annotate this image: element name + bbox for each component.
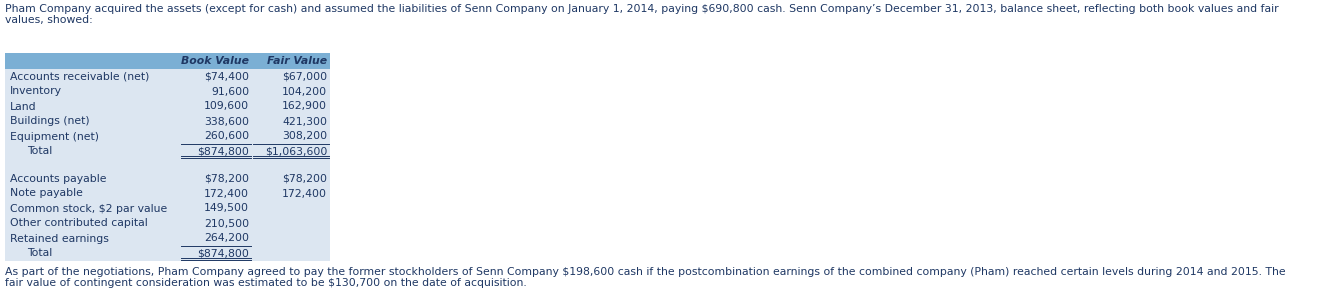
Text: Total: Total bbox=[27, 249, 52, 258]
Bar bbox=[5, 159, 330, 171]
Text: 109,600: 109,600 bbox=[204, 102, 250, 111]
Text: 172,400: 172,400 bbox=[282, 188, 327, 198]
Text: 91,600: 91,600 bbox=[211, 87, 250, 96]
Text: $67,000: $67,000 bbox=[282, 71, 327, 82]
Bar bbox=[5, 144, 330, 159]
Bar bbox=[5, 231, 330, 246]
Bar bbox=[5, 201, 330, 216]
Text: 172,400: 172,400 bbox=[204, 188, 250, 198]
Text: Accounts payable: Accounts payable bbox=[9, 173, 107, 184]
Bar bbox=[5, 129, 330, 144]
Text: 210,500: 210,500 bbox=[204, 218, 250, 229]
Text: $874,800: $874,800 bbox=[198, 147, 250, 156]
Text: 421,300: 421,300 bbox=[282, 116, 327, 127]
Text: 338,600: 338,600 bbox=[204, 116, 250, 127]
Text: values, showed:: values, showed: bbox=[5, 15, 92, 25]
Text: Inventory: Inventory bbox=[9, 87, 61, 96]
Text: $874,800: $874,800 bbox=[198, 249, 250, 258]
Text: $78,200: $78,200 bbox=[204, 173, 250, 184]
Text: Other contributed capital: Other contributed capital bbox=[9, 218, 148, 229]
Text: 260,600: 260,600 bbox=[204, 132, 250, 141]
Bar bbox=[5, 53, 330, 69]
Text: Book Value: Book Value bbox=[182, 56, 250, 66]
Text: Total: Total bbox=[27, 147, 52, 156]
Text: Equipment (net): Equipment (net) bbox=[9, 132, 99, 141]
Text: Note payable: Note payable bbox=[9, 188, 83, 198]
Bar bbox=[5, 246, 330, 261]
Text: fair value of contingent consideration was estimated to be $130,700 on the date : fair value of contingent consideration w… bbox=[5, 278, 527, 288]
Text: Accounts receivable (net): Accounts receivable (net) bbox=[9, 71, 150, 82]
Text: 104,200: 104,200 bbox=[282, 87, 327, 96]
Text: $1,063,600: $1,063,600 bbox=[264, 147, 327, 156]
Text: Common stock, $2 par value: Common stock, $2 par value bbox=[9, 204, 167, 213]
Text: $78,200: $78,200 bbox=[282, 173, 327, 184]
Bar bbox=[5, 216, 330, 231]
Text: As part of the negotiations, Pham Company agreed to pay the former stockholders : As part of the negotiations, Pham Compan… bbox=[5, 267, 1286, 277]
Text: 149,500: 149,500 bbox=[204, 204, 250, 213]
Bar bbox=[5, 186, 330, 201]
Text: 162,900: 162,900 bbox=[282, 102, 327, 111]
Bar bbox=[5, 114, 330, 129]
Text: Land: Land bbox=[9, 102, 36, 111]
Bar bbox=[5, 99, 330, 114]
Bar bbox=[5, 69, 330, 84]
Text: Retained earnings: Retained earnings bbox=[9, 233, 109, 244]
Text: Buildings (net): Buildings (net) bbox=[9, 116, 89, 127]
Text: Pham Company acquired the assets (except for cash) and assumed the liabilities o: Pham Company acquired the assets (except… bbox=[5, 4, 1279, 14]
Bar bbox=[5, 84, 330, 99]
Text: $74,400: $74,400 bbox=[204, 71, 250, 82]
Bar bbox=[5, 171, 330, 186]
Text: 308,200: 308,200 bbox=[282, 132, 327, 141]
Text: 264,200: 264,200 bbox=[204, 233, 250, 244]
Text: Fair Value: Fair Value bbox=[267, 56, 327, 66]
